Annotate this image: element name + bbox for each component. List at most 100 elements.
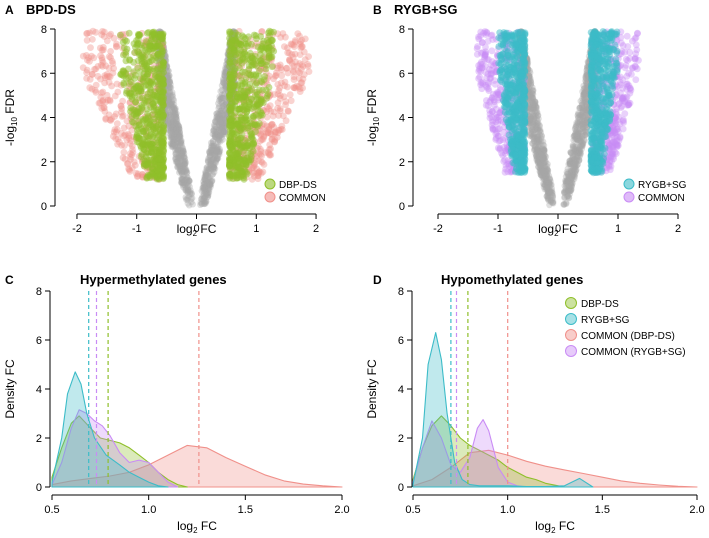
background-point — [221, 130, 228, 138]
background-point — [219, 130, 226, 137]
background-point — [210, 156, 217, 163]
background-point — [181, 164, 189, 171]
background-point — [168, 134, 175, 141]
background-point — [200, 197, 207, 204]
background-point — [184, 173, 191, 181]
core-point — [250, 71, 257, 79]
background-point — [214, 155, 221, 162]
background-point — [181, 160, 188, 167]
background-point — [175, 154, 183, 161]
background-point — [165, 67, 172, 75]
background-point — [219, 124, 226, 132]
background-point — [213, 130, 221, 138]
background-point — [206, 149, 213, 156]
background-point — [221, 128, 228, 135]
background-point — [204, 180, 212, 187]
background-point — [184, 189, 191, 196]
common-point — [83, 52, 90, 59]
background-point — [217, 114, 224, 121]
core-point — [137, 41, 145, 49]
background-point — [175, 159, 183, 167]
background-point — [212, 118, 219, 125]
background-point — [174, 120, 181, 127]
background-point — [181, 155, 189, 162]
background-point — [216, 122, 223, 130]
background-point — [218, 100, 226, 107]
background-point — [218, 104, 226, 111]
background-point — [211, 132, 219, 140]
background-point — [217, 88, 224, 95]
background-point — [212, 146, 219, 153]
background-point — [208, 146, 216, 154]
background-point — [183, 179, 191, 186]
background-point — [207, 183, 214, 190]
common-point — [128, 151, 136, 159]
background-point — [204, 172, 211, 179]
background-point — [213, 114, 220, 121]
background-point — [184, 176, 191, 183]
background-point — [210, 143, 218, 150]
legend-label: COMMON — [279, 193, 326, 204]
background-point — [204, 172, 212, 180]
background-point — [182, 194, 189, 201]
core-point — [230, 172, 237, 180]
core-point — [119, 38, 127, 46]
background-point — [185, 187, 192, 194]
core-point — [132, 122, 140, 130]
background-point — [166, 88, 174, 96]
background-point — [173, 110, 180, 117]
core-point — [146, 159, 154, 167]
background-point — [220, 79, 227, 86]
background-point — [172, 111, 179, 118]
core-point — [226, 156, 234, 163]
background-point — [183, 180, 190, 188]
background-point — [178, 169, 186, 177]
background-point — [173, 158, 181, 165]
core-point — [268, 63, 276, 71]
common-point — [96, 44, 104, 52]
background-point — [210, 137, 217, 145]
background-point — [171, 128, 178, 135]
background-point — [206, 173, 213, 181]
background-point — [184, 186, 192, 193]
background-point — [198, 195, 205, 202]
core-point — [241, 103, 249, 111]
background-point — [210, 151, 217, 158]
background-point — [178, 175, 185, 182]
background-point — [218, 112, 226, 120]
core-point — [122, 48, 130, 56]
background-point — [221, 91, 228, 98]
common-point — [111, 113, 118, 120]
core-point — [155, 155, 163, 163]
background-point — [172, 155, 179, 162]
background-point — [186, 177, 193, 184]
background-point — [214, 155, 221, 162]
common-point — [271, 136, 279, 144]
background-point — [205, 189, 213, 196]
background-point — [181, 154, 188, 161]
background-point — [220, 119, 227, 126]
background-point — [165, 82, 172, 89]
background-point — [174, 122, 182, 130]
background-point — [217, 132, 224, 139]
core-point — [137, 74, 144, 82]
background-point — [173, 158, 180, 165]
background-point — [182, 168, 189, 175]
background-point — [209, 162, 216, 169]
background-point — [186, 190, 194, 198]
core-point — [227, 52, 235, 60]
background-point — [176, 129, 183, 136]
background-point — [173, 139, 180, 146]
background-point — [168, 99, 175, 106]
background-point — [177, 163, 184, 170]
background-point — [211, 159, 218, 166]
background-point — [168, 98, 176, 105]
background-point — [175, 125, 183, 132]
background-point — [174, 160, 181, 167]
background-point — [211, 121, 218, 129]
background-point — [208, 178, 216, 185]
background-point — [205, 155, 212, 162]
background-point — [168, 122, 175, 130]
background-point — [170, 128, 177, 136]
background-point — [174, 146, 182, 153]
